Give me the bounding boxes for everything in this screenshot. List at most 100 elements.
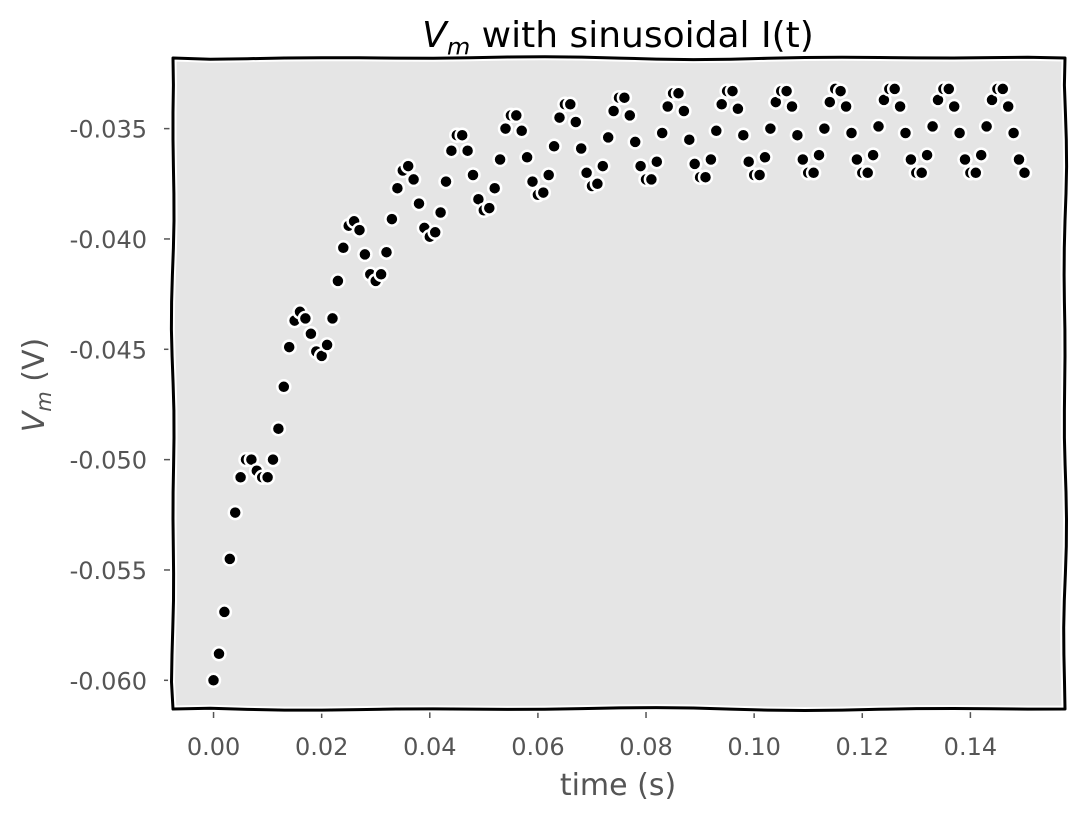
data-point (205, 672, 222, 689)
data-point (432, 204, 449, 221)
data-point (822, 94, 838, 110)
data-point (227, 504, 243, 521)
data-point (1016, 165, 1033, 181)
data-point (913, 165, 930, 181)
y-axis-label: Vm (V) (17, 338, 56, 432)
data-point (973, 147, 989, 163)
y-tick-label: -0.045 (70, 336, 147, 364)
data-point (486, 180, 503, 196)
data-point (703, 151, 719, 168)
data-point (562, 96, 579, 113)
data-point (735, 127, 752, 143)
data-point (859, 165, 876, 181)
data-point (870, 118, 887, 135)
data-point (789, 127, 806, 143)
data-point (886, 81, 903, 97)
data-point (751, 167, 768, 183)
data-point (330, 273, 346, 289)
data-point (222, 551, 238, 567)
data-point (643, 171, 660, 188)
data-point (297, 310, 314, 327)
data-point (740, 153, 757, 170)
data-point (627, 134, 643, 150)
data-point (411, 195, 427, 212)
x-tick-label: 0.14 (944, 733, 997, 761)
data-point (946, 98, 962, 115)
data-point (784, 98, 800, 115)
data-point (924, 118, 941, 135)
data-point (968, 165, 984, 181)
data-point (849, 151, 865, 168)
data-point (649, 153, 665, 170)
data-point (713, 96, 730, 113)
data-point (605, 103, 622, 119)
data-point (654, 125, 670, 141)
y-tick-label: -0.035 (70, 116, 147, 144)
data-point (384, 211, 400, 227)
chart-title: Vm with sinusoidal I(t) (422, 15, 814, 61)
data-point (811, 147, 827, 163)
y-tick-label: -0.055 (70, 557, 147, 585)
data-point (659, 98, 676, 115)
data-point (454, 127, 470, 143)
x-axis-label: time (s) (560, 768, 676, 803)
data-point (378, 244, 395, 260)
data-point (1011, 151, 1027, 168)
data-point (865, 147, 881, 163)
data-point (843, 125, 860, 141)
data-point (524, 173, 541, 190)
x-tick-label: 0.12 (836, 733, 889, 761)
x-tick-label: 0.10 (727, 733, 780, 761)
data-point (508, 107, 525, 124)
data-point (573, 140, 589, 157)
data-point (497, 120, 514, 137)
data-point (281, 339, 297, 355)
data-point (919, 147, 935, 163)
y-axis-ticks: -0.060 -0.055 -0.050 -0.045 -0.040 -0.035 (70, 116, 170, 695)
data-point (232, 469, 249, 486)
x-axis-ticks: 0.00 0.02 0.04 0.06 0.08 0.10 0.12 0.14 (187, 712, 997, 761)
data-point (438, 173, 454, 190)
data-point (676, 103, 692, 119)
data-point (616, 89, 633, 106)
x-tick-label: 0.00 (187, 733, 240, 761)
data-point (951, 125, 968, 141)
data-point (465, 167, 481, 183)
plot-frame (169, 55, 1069, 712)
data-point (443, 142, 460, 159)
data-point (1005, 125, 1022, 141)
data-point (622, 107, 638, 124)
data-point (216, 604, 233, 620)
data-point (303, 326, 319, 342)
x-tick-label: 0.08 (619, 733, 672, 761)
data-point (892, 98, 908, 115)
data-point (357, 246, 373, 263)
y-tick-label: -0.060 (70, 667, 147, 695)
data-point (568, 114, 584, 130)
data-point (535, 184, 552, 201)
data-point (995, 81, 1011, 97)
data-point (957, 151, 973, 168)
data-point (324, 310, 341, 327)
data-point (400, 158, 416, 174)
data-point (373, 266, 389, 283)
data-point (513, 123, 530, 139)
data-point (427, 224, 443, 241)
data-point (897, 125, 914, 141)
data-point (589, 176, 606, 192)
data-point (795, 151, 811, 168)
data-point (540, 167, 557, 183)
data-point (816, 120, 833, 137)
data-point (319, 337, 335, 353)
data-point (697, 169, 714, 185)
data-points (205, 81, 1033, 689)
data-point (351, 222, 368, 238)
data-point (708, 123, 725, 139)
data-point (724, 83, 741, 99)
data-point (551, 109, 568, 126)
y-tick-label: -0.040 (70, 226, 147, 254)
data-point (519, 149, 535, 166)
data-point (405, 171, 422, 188)
data-point (600, 129, 616, 146)
